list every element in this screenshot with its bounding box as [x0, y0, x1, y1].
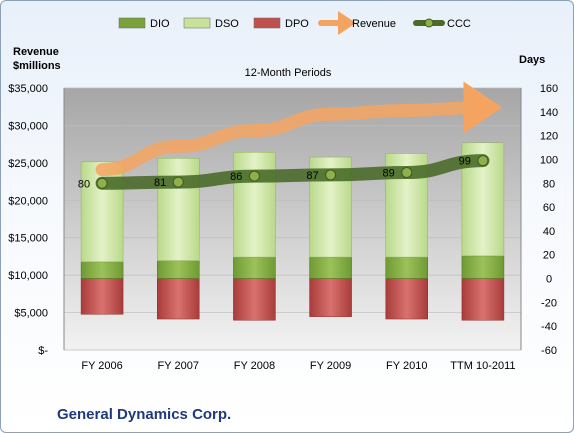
right-tick-label: 20 [543, 250, 555, 262]
category-label: FY 2006 [81, 360, 122, 372]
ccc-series: 80 81 86 87 89 99 [78, 154, 490, 190]
dio-bar [461, 255, 505, 279]
dpo-legend-swatch [253, 17, 281, 29]
right-axis-ticks: 160 140 120 100 80 60 40 20 0 -20 -40 -60 [540, 83, 558, 357]
dpo-bar [309, 278, 352, 317]
dpo-bar [157, 278, 200, 320]
ccc-data-label: 86 [230, 171, 242, 183]
dpo-bar [233, 278, 276, 321]
category-label: FY 2007 [158, 360, 199, 372]
ccc-data-label: 87 [306, 170, 318, 182]
ccc-point [401, 167, 413, 179]
dio-bar [233, 256, 276, 279]
chart-subtitle: 12-Month Periods [245, 67, 332, 79]
right-axis-title: Days [519, 54, 545, 66]
right-tick-label: -60 [541, 345, 557, 357]
dio-bar [309, 256, 352, 279]
ccc-data-label: 81 [154, 177, 166, 189]
left-tick-label: $5,000 [14, 308, 48, 320]
right-tick-label: 0 [546, 274, 552, 286]
revenue-legend-label: Revenue [352, 18, 396, 30]
category-label: FY 2008 [234, 360, 275, 372]
category-axis: FY 2006 FY 2007 FY 2008 FY 2009 FY 2010 TTM 1… [81, 360, 515, 372]
category-label: FY 2010 [386, 360, 427, 372]
ccc-legend-label: CCC [447, 18, 471, 30]
dpo-bar [461, 278, 505, 321]
ccc-data-label: 80 [78, 178, 90, 190]
dso-bar [157, 158, 200, 261]
ccc-point [248, 170, 260, 182]
left-tick-label: $- [38, 345, 48, 357]
ccc-point [477, 155, 489, 167]
ccc-legend-marker [424, 18, 434, 28]
ccc-data-label: 99 [459, 156, 471, 168]
dio-bar [385, 256, 428, 279]
dso-legend-swatch [183, 17, 211, 29]
ccc-point [172, 176, 184, 188]
legend: DIO DSO DPO Revenue CCC [118, 11, 471, 35]
dso-legend-label: DSO [215, 18, 239, 30]
left-tick-label: $20,000 [8, 195, 48, 207]
dio-bar [157, 260, 200, 279]
left-tick-label: $35,000 [8, 83, 48, 95]
right-tick-label: 140 [540, 107, 558, 119]
right-tick-label: 80 [543, 178, 555, 190]
dio-legend-label: DIO [150, 18, 170, 30]
ccc-point [325, 169, 337, 181]
company-name: General Dynamics Corp. [57, 406, 231, 423]
left-axis-title-line1: Revenue [13, 46, 59, 58]
dpo-bar [385, 278, 428, 320]
right-tick-label: 120 [540, 131, 558, 143]
category-label: TTM 10-2011 [450, 360, 515, 372]
dso-bar [233, 152, 276, 258]
right-tick-label: 100 [540, 154, 558, 166]
gridlines [63, 87, 522, 351]
left-tick-label: $10,000 [8, 270, 48, 282]
revenue-line [95, 81, 503, 177]
left-axis-title-line2: $millions [13, 60, 61, 72]
dpo-legend-label: DPO [285, 18, 309, 30]
ccc-data-label: 89 [383, 168, 395, 180]
left-tick-label: $25,000 [8, 158, 48, 170]
ccc-point [96, 177, 108, 189]
left-axis-ticks: $35,000 $30,000 $25,000 $20,000 $15,000 $10,0… [8, 83, 48, 357]
category-label: FY 2009 [310, 360, 351, 372]
right-tick-label: -20 [541, 297, 557, 309]
dio-bar [80, 261, 124, 279]
left-tick-label: $15,000 [8, 233, 48, 245]
right-tick-label: 40 [543, 226, 555, 238]
right-tick-label: -40 [541, 321, 557, 333]
revenue-series [95, 81, 503, 177]
plot-area [64, 88, 521, 350]
right-tick-label: 60 [543, 202, 555, 214]
dio-legend-swatch [118, 17, 146, 29]
right-tick-label: 160 [540, 83, 558, 95]
left-tick-label: $30,000 [8, 120, 48, 132]
dpo-bar [80, 278, 124, 315]
ccc-line [95, 154, 490, 190]
